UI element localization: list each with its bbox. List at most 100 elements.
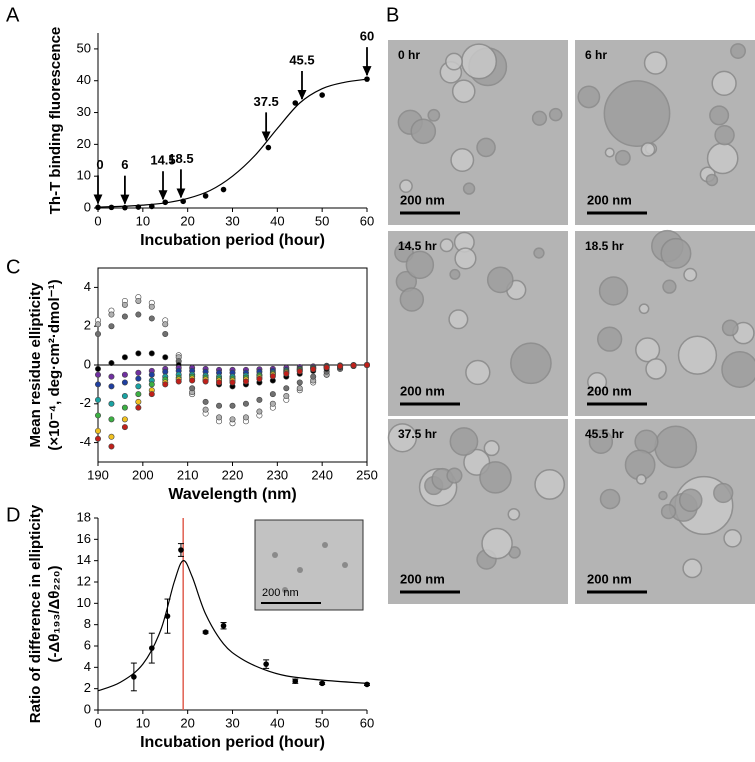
particle — [604, 147, 615, 158]
chart: 0 2 4 6 8 10 12 14 16 18 0 10 20 30 40 50 60 Incubation p… — [27, 504, 374, 751]
data-point — [242, 400, 249, 407]
y-tick-label: 10 — [77, 168, 91, 183]
particle — [711, 70, 737, 96]
particle — [603, 80, 671, 147]
data-point — [121, 313, 128, 320]
micrograph-label: 0 hr — [398, 48, 420, 62]
y-tick-label: 20 — [77, 136, 91, 151]
particle — [548, 107, 563, 122]
particle — [483, 440, 500, 457]
particle — [297, 567, 303, 573]
data-point — [95, 381, 102, 388]
micrograph: 18.5 hr 200 nm — [575, 229, 755, 416]
particle — [445, 52, 463, 71]
panel-label: D — [6, 504, 20, 526]
particle — [588, 429, 614, 454]
particle — [448, 309, 469, 330]
y-axis-label: (×10⁻⁴, deg·cm²·dmol⁻¹) — [46, 279, 63, 450]
particle — [634, 429, 659, 454]
scale-bar-label: 200 nm — [587, 383, 632, 398]
data-point — [296, 385, 303, 392]
data-point — [95, 427, 102, 434]
particle — [660, 237, 692, 269]
data-point — [189, 385, 196, 392]
y-tick-label: 0 — [84, 701, 91, 716]
particle — [640, 142, 656, 157]
data-point — [350, 362, 357, 369]
data-point — [256, 375, 263, 382]
data-point — [263, 661, 269, 667]
particle — [465, 359, 491, 386]
particle — [507, 507, 521, 521]
y-tick-label: 0 — [84, 199, 91, 214]
particle — [678, 488, 703, 513]
data-point — [135, 311, 142, 318]
y-tick-label: 2 — [84, 680, 91, 695]
data-point — [108, 383, 115, 390]
particle — [643, 51, 668, 75]
micrograph: 0 hr 200 nm — [388, 40, 568, 225]
data-point — [323, 364, 330, 371]
data-point — [242, 414, 249, 421]
particle — [449, 268, 461, 280]
x-tick-label: 0 — [94, 213, 101, 228]
data-point — [95, 371, 102, 378]
x-tick-label: 210 — [177, 467, 199, 482]
data-point — [364, 76, 370, 82]
y-tick-label: 8 — [84, 616, 91, 631]
data-point — [229, 402, 236, 409]
data-point — [283, 385, 290, 392]
particle — [638, 303, 650, 315]
particle — [399, 287, 425, 312]
data-point — [319, 680, 325, 687]
data-point — [121, 416, 128, 423]
panel-label: C — [6, 256, 20, 278]
data-point — [108, 323, 115, 330]
fit-curve — [97, 78, 368, 208]
inset-scale-label: 200 nm — [262, 587, 299, 599]
data-point — [135, 398, 142, 405]
x-tick-label: 40 — [270, 213, 284, 228]
data-point — [162, 354, 169, 361]
particle — [721, 319, 739, 337]
data-point — [337, 363, 344, 370]
y-tick-label: 4 — [84, 279, 91, 294]
data-point — [175, 378, 182, 385]
y-tick-label: 18 — [77, 509, 91, 524]
data-point — [319, 92, 325, 98]
micrograph: 45.5 hr 200 nm — [575, 419, 755, 604]
data-point — [229, 416, 236, 423]
particle — [709, 105, 730, 126]
x-tick-label: 60 — [360, 715, 374, 730]
x-tick-label: 60 — [360, 213, 374, 228]
particle — [446, 467, 463, 484]
particle — [427, 108, 441, 122]
data-point — [216, 379, 223, 386]
data-point — [108, 204, 115, 211]
y-tick-label: 14 — [77, 552, 91, 567]
particle — [662, 279, 677, 294]
particle — [534, 469, 566, 500]
particle — [282, 587, 288, 593]
data-point — [292, 678, 299, 684]
particle — [405, 250, 435, 280]
y-tick-label: 12 — [77, 573, 91, 588]
scale-bar-label: 200 nm — [587, 571, 632, 586]
particle — [723, 529, 742, 548]
x-tick-label: 10 — [136, 213, 150, 228]
y-tick-label: 30 — [77, 104, 91, 119]
data-point — [95, 412, 102, 419]
scale-bar-label: 200 nm — [587, 192, 632, 207]
scale-bar-label: 200 nm — [400, 571, 445, 586]
particle — [635, 473, 647, 485]
y-tick-label: 10 — [77, 595, 91, 610]
y-tick-label: 40 — [77, 72, 91, 87]
data-point — [269, 391, 276, 398]
particle — [439, 238, 454, 253]
data-point — [296, 379, 303, 386]
data-point — [202, 629, 209, 635]
data-point — [95, 396, 102, 403]
particle — [677, 335, 718, 375]
x-tick-label: 240 — [311, 467, 333, 482]
